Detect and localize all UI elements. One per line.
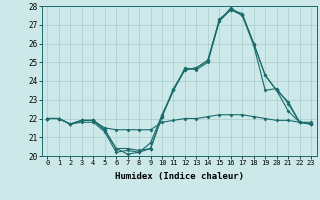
- X-axis label: Humidex (Indice chaleur): Humidex (Indice chaleur): [115, 172, 244, 181]
